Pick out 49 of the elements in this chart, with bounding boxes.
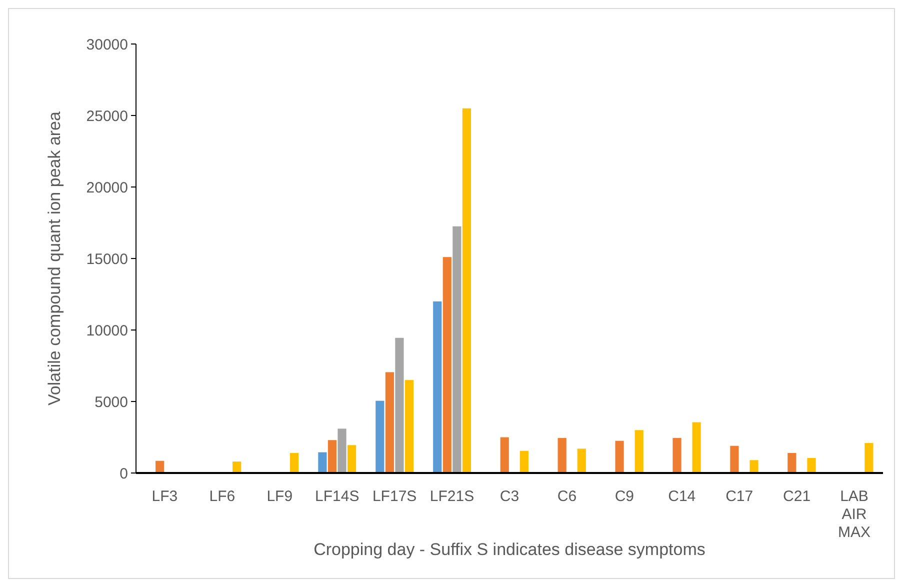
x-tick-label: C17 bbox=[726, 488, 754, 505]
bar bbox=[433, 301, 442, 473]
x-tick-label: LF6 bbox=[209, 488, 236, 505]
bar bbox=[376, 400, 384, 473]
bar bbox=[615, 440, 624, 473]
bar bbox=[577, 448, 586, 473]
bar bbox=[328, 440, 337, 473]
bar bbox=[807, 458, 816, 473]
y-tick-label: 20000 bbox=[86, 179, 128, 196]
bar bbox=[672, 438, 682, 473]
x-tick-label: LF21S bbox=[430, 488, 474, 505]
x-tick-label: LF17S bbox=[372, 488, 417, 505]
bar bbox=[520, 450, 528, 473]
bar bbox=[318, 452, 327, 473]
bar bbox=[788, 452, 796, 473]
y-tick-label: 15000 bbox=[86, 250, 128, 268]
bar bbox=[634, 430, 644, 473]
y-tick-label: 5000 bbox=[94, 394, 128, 411]
y-tick-label: 25000 bbox=[86, 108, 128, 125]
bar bbox=[442, 257, 452, 473]
bar bbox=[347, 445, 356, 473]
x-tick-label: C3 bbox=[500, 488, 520, 505]
bar bbox=[404, 380, 414, 473]
bar bbox=[730, 446, 739, 473]
bar bbox=[500, 437, 509, 473]
y-axis-title: Volatile compound quant ion peak area bbox=[45, 110, 64, 406]
x-axis-title: Cropping day - Suffix S indicates disease symptoms bbox=[314, 540, 706, 559]
x-tick-label: LF3 bbox=[152, 488, 178, 505]
bar bbox=[395, 338, 404, 473]
bar bbox=[338, 428, 346, 473]
bar bbox=[558, 438, 566, 473]
x-tick-label: C6 bbox=[557, 488, 577, 505]
y-tick-label: 0 bbox=[120, 465, 128, 482]
bar bbox=[462, 108, 471, 473]
bar bbox=[385, 372, 394, 473]
x-tick-label: LF9 bbox=[266, 488, 293, 505]
x-tick-label: C21 bbox=[783, 488, 811, 505]
y-tick-label: 10000 bbox=[86, 322, 128, 340]
bar bbox=[290, 452, 299, 473]
bar bbox=[452, 226, 462, 473]
x-tick-label: C9 bbox=[614, 488, 634, 505]
bar bbox=[232, 462, 242, 473]
bar bbox=[692, 422, 701, 473]
x-tick-label: LF14S bbox=[315, 488, 360, 505]
x-tick-label: C14 bbox=[668, 488, 696, 505]
y-tick-label: 30000 bbox=[86, 36, 128, 54]
bar bbox=[864, 442, 874, 473]
bar bbox=[750, 460, 758, 473]
x-tick-label: LAB AIR MAX bbox=[838, 488, 871, 541]
